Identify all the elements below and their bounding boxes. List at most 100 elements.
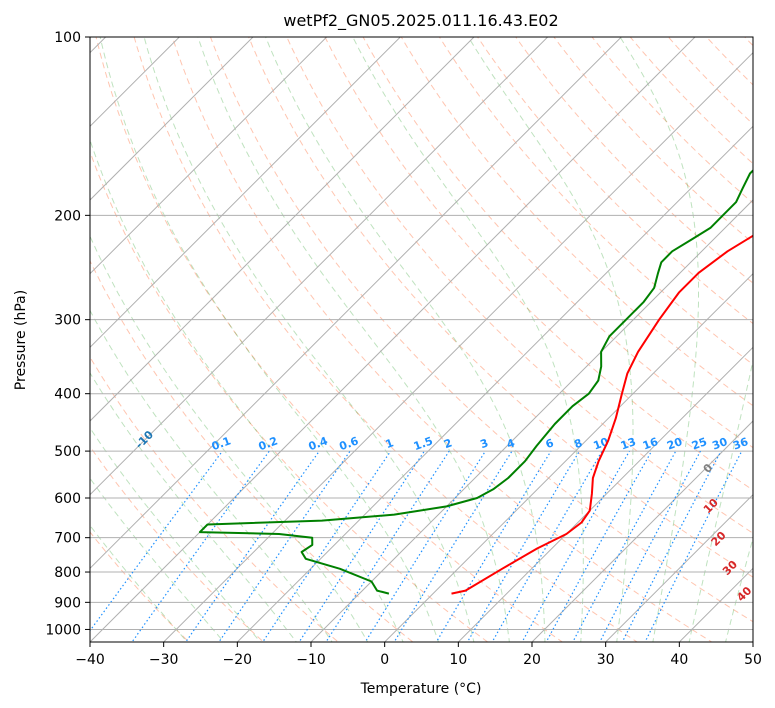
chart-title: wetPf2_GN05.2025.011.16.43.E02 [283,11,558,31]
mixing-ratio-line [262,450,392,642]
moist-adiabat-line [143,37,475,642]
x-tick-label: 10 [449,652,467,668]
mixing-ratio-line [131,450,270,642]
moist-adiabat-line [619,37,699,642]
mixing-ratio-label: 1.5 [412,434,435,453]
mixing-ratio-line [599,450,702,642]
mixing-ratio-label: 2 [442,436,454,451]
plot-frame [89,36,754,643]
mixing-ratio-line [218,450,351,642]
moist-adiabat-line [99,37,440,642]
mixing-ratio-label: 8 [572,436,584,451]
x-tick-label: 0 [380,652,389,668]
y-tick-label: 100 [54,30,81,46]
mixing-ratio-line [545,450,653,642]
mixing-ratio-label: 36 [731,435,750,453]
isotherm-line [457,346,753,642]
mixing-ratio-label: 30 [710,435,729,453]
isotherm-line [236,125,753,642]
isotherm-line [90,37,623,570]
mixing-ratio-line [435,450,552,642]
x-tick-label: 50 [744,652,762,668]
x-tick-label: −20 [223,652,253,668]
mixing-ratio-label: 0.4 [307,434,330,453]
x-tick-label: −10 [296,652,326,668]
x-axis: −40 −30 −20 −10 0 10 20 30 40 50 [75,642,762,668]
x-tick-label: −30 [149,652,179,668]
dry-adiabat-line [90,356,339,642]
isotherm-line [310,199,753,642]
y-tick-label: 900 [54,595,81,611]
isotherm-line [383,272,753,642]
mixing-ratio-line [644,450,743,642]
mixing-ratio-line [364,450,486,642]
mixing-ratio-label: 10 [592,435,611,453]
moist-adiabat-line [90,477,225,642]
mixing-ratio-label: 20 [665,435,684,453]
y-tick-label: 300 [54,313,81,329]
x-axis-title: Temperature (°C) [360,681,482,697]
moist-adiabat-line [90,371,297,642]
mixing-ratio-label: 0.6 [338,434,361,453]
moist-adiabat-line [90,427,261,642]
dry-adiabat-line [95,37,564,642]
mixing-ratio-line [491,450,603,642]
isotherm-line [90,37,696,642]
dry-adiabat-line [705,37,753,86]
x-tick-label: 40 [670,652,688,668]
x-tick-label: −40 [75,652,105,668]
moist-adiabat-line [725,536,753,642]
moist-adiabat-label: 20 [709,529,729,549]
moist-adiabat-label: 30 [720,558,740,578]
dry-adiabat-line [743,37,753,47]
mixing-ratio-label: 0.2 [257,434,280,453]
isotherm-line [604,493,753,642]
moist-adiabat-line [467,37,634,642]
mixing-ratio-label: 1 [384,436,396,451]
mixing-ratio-label: 0.1 [210,434,233,453]
mixing-ratio-label: 13 [619,435,638,452]
y-tick-label: 800 [54,565,81,581]
mixing-ratio-line [393,450,513,642]
dry-adiabat-line [209,37,753,623]
dewpoint-profile [198,169,753,595]
y-tick-label: 1000 [45,622,81,638]
dry-adiabat-line [90,259,414,642]
mixing-ratio-line [572,450,677,642]
y-tick-label: 500 [54,444,81,460]
dry-adiabat-line [90,445,265,642]
y-tick-label: 700 [54,531,81,547]
isotherm-line [90,37,328,275]
y-tick-label: 200 [54,208,81,224]
isotherm-line [90,37,549,496]
dry-adiabat-line [553,37,753,244]
moist-adiabat-line [197,37,510,642]
mixing-ratio-label: 16 [641,435,660,453]
mixing-ratio-label: 4 [505,436,517,451]
dry-adiabat-line [90,150,489,642]
y-axis-title: Pressure (hPa) [13,290,29,390]
x-tick-label: 30 [597,652,615,668]
moist-adiabat-line [90,138,404,642]
isotherm-line [678,567,753,642]
y-tick-label: 600 [54,491,81,507]
isotherm-line [162,51,753,642]
dry-adiabat-line [438,37,753,366]
mixing-ratio-label: 25 [690,435,709,452]
moist-adiabat-line [90,309,333,642]
isotherm-line [90,37,475,422]
mixing-ratio-label: 6 [544,436,556,451]
dry-adiabat-line [90,531,190,642]
moist-adiabat-label: 40 [734,584,754,604]
mixing-ratio-line [466,450,580,642]
x-tick-label: 20 [523,652,541,668]
isotherm-line [531,420,753,642]
y-tick-label: 400 [54,387,81,403]
mixing-ratio-line [298,450,425,642]
dry-adiabat-line [133,37,638,642]
isotherm-line [90,37,254,201]
dry-adiabat-line [515,37,753,284]
moist-adiabat-line [688,358,753,642]
y-axis: 1000 900 800 700 600 500 400 300 200 100 [45,30,90,638]
